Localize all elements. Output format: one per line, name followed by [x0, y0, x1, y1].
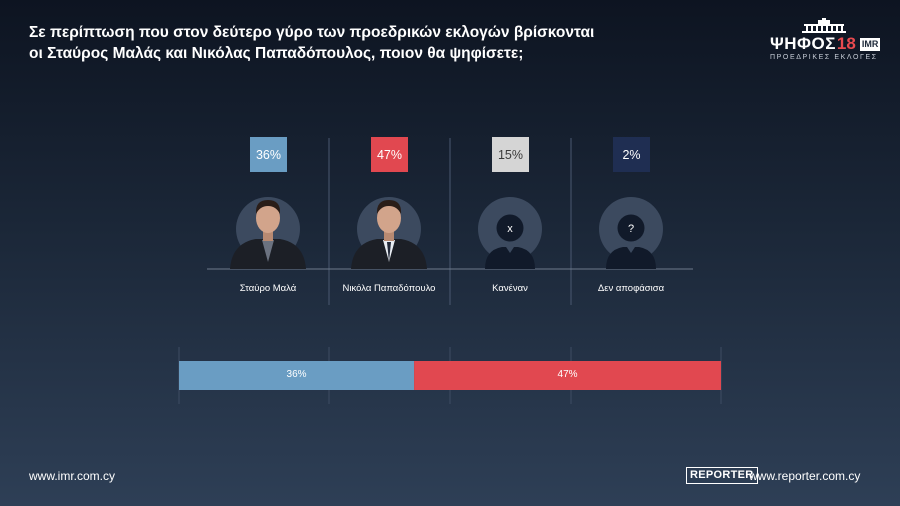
- person-tie-icon: [387, 242, 391, 262]
- none-x-icon: x: [507, 223, 513, 235]
- percentage-box: 2%: [613, 137, 650, 172]
- logo-number: 18: [836, 34, 856, 53]
- person-hair-icon: [376, 200, 402, 214]
- stacked-bar-label: 36%: [286, 369, 307, 380]
- percentage-box: 47%: [371, 137, 408, 172]
- stacked-bar-segment: [179, 361, 415, 390]
- silhouette-body-icon: [485, 247, 535, 269]
- logo-badge: IMR: [859, 37, 881, 51]
- person-hair-icon: [255, 200, 281, 214]
- silhouette-collar-icon: [506, 247, 514, 253]
- reporter-logo: REPORTER: [686, 467, 758, 484]
- logo-main: ΨΗΦΟΣ 18 IMR: [770, 34, 881, 54]
- silhouette-collar-icon: [627, 247, 635, 253]
- imr-website-link[interactable]: www.imr.com.cy: [29, 469, 116, 483]
- silhouette-body-icon: [606, 247, 656, 269]
- percentage-box: 36%: [250, 137, 287, 172]
- person-face-icon: [256, 203, 280, 233]
- person-shirt-icon: [262, 240, 274, 262]
- reporter-website-link[interactable]: www.reporter.com.cy: [749, 469, 861, 483]
- percentage-box: 15%: [492, 137, 529, 172]
- person-neck-icon: [384, 231, 394, 241]
- title-line-2: οι Σταύρος Μαλάς και Νικόλας Παπαδόπουλο…: [29, 45, 524, 62]
- stacked-bar-label: 47%: [557, 369, 578, 380]
- logo-main-text: ΨΗΦΟΣ: [770, 34, 836, 53]
- parliament-building-icon: [802, 18, 846, 33]
- candidate-label: Δεν αποφάσισα: [597, 283, 665, 294]
- silhouette-head-icon: [496, 214, 524, 242]
- chart-title: Σε περίπτωση που στον δεύτερο γύρο των π…: [29, 22, 629, 64]
- psifos-logo: ΨΗΦΟΣ 18 IMR ΠΡΟΕΔΡΙΚΕΣ ΕΚΛΟΓΕΣ: [770, 18, 881, 64]
- undecided-question-icon: ?: [628, 223, 634, 235]
- person-face-icon: [377, 203, 401, 233]
- candidate-label: Νικόλα Παπαδόπουλο: [342, 283, 436, 294]
- candidate-label: Κανέναν: [492, 283, 528, 294]
- title-line-1: Σε περίπτωση που στον δεύτερο γύρο των π…: [29, 24, 595, 41]
- stacked-bar-segment: [414, 361, 721, 390]
- logo-subtitle: ΠΡΟΕΔΡΙΚΕΣ ΕΚΛΟΓΕΣ: [770, 54, 878, 61]
- candidate-label: Σταύρο Μαλά: [239, 283, 297, 294]
- silhouette-head-icon: [617, 214, 645, 242]
- person-neck-icon: [263, 231, 273, 241]
